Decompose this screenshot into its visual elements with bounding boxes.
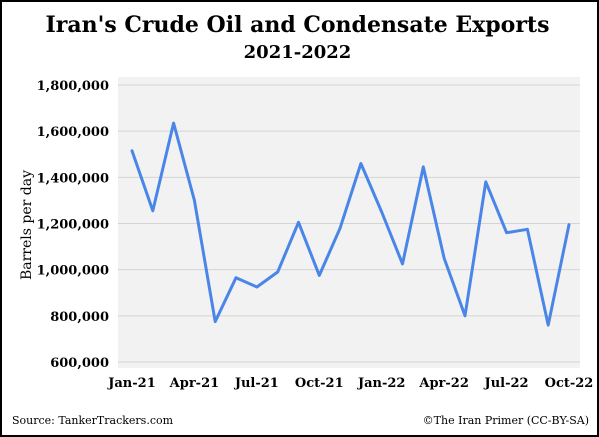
y-tick-label: 1,200,000 (37, 218, 109, 233)
data-point (318, 274, 321, 277)
y-tick-label: 1,400,000 (37, 171, 109, 186)
data-point (422, 165, 425, 169)
data-point (276, 270, 279, 274)
y-tick-label: 1,800,000 (37, 79, 109, 94)
series-line (130, 121, 571, 327)
plot-area (118, 77, 580, 368)
data-point (193, 199, 196, 202)
data-point (234, 276, 238, 279)
data-point (214, 320, 217, 323)
data-point (151, 209, 155, 213)
data-point (546, 323, 550, 327)
x-tick-label: Jul-22 (484, 376, 529, 391)
data-point (463, 314, 467, 318)
data-point (297, 221, 300, 224)
chart-title: Iran's Crude Oil and Condensate Exports (45, 12, 550, 38)
x-tick-label: Oct-22 (545, 376, 594, 391)
x-tick-label: Jul-21 (234, 376, 279, 391)
y-axis-ticks: 1,800,000 1,600,000 1,400,000 1,200,000 1,00… (37, 79, 109, 371)
data-point (380, 210, 383, 214)
data-point (401, 262, 404, 266)
source-note: Source: TankerTrackers.com (12, 414, 174, 427)
data-point (338, 226, 342, 230)
data-point (172, 121, 175, 125)
x-tick-label: Apr-21 (169, 376, 220, 391)
x-tick-label: Apr-22 (418, 376, 469, 391)
x-tick-label: Oct-21 (295, 376, 344, 391)
chart-subtitle: 2021-2022 (243, 42, 352, 63)
data-point (526, 228, 529, 231)
x-tick-label: Jan-21 (107, 376, 156, 391)
y-axis-label: Barrels per day (19, 170, 35, 280)
data-point (484, 180, 487, 184)
y-tick-label: 800,000 (50, 310, 109, 325)
x-tick-label: Jan-22 (357, 376, 406, 391)
series-group (130, 121, 571, 327)
credit-note: ©The Iran Primer (CC-BY-SA) (422, 414, 589, 427)
x-axis-ticks: Jan-21 Apr-21 Jul-21 Oct-21 Jan-22 Apr-22 Jul-… (107, 376, 593, 391)
data-point (130, 149, 134, 152)
data-point (567, 223, 571, 226)
y-tick-label: 1,600,000 (37, 125, 109, 140)
y-tick-label: 1,000,000 (37, 264, 109, 279)
y-tick-label: 600,000 (50, 356, 109, 371)
data-point (255, 285, 259, 289)
data-point (359, 162, 363, 165)
data-point (442, 256, 446, 260)
data-point (505, 231, 508, 234)
